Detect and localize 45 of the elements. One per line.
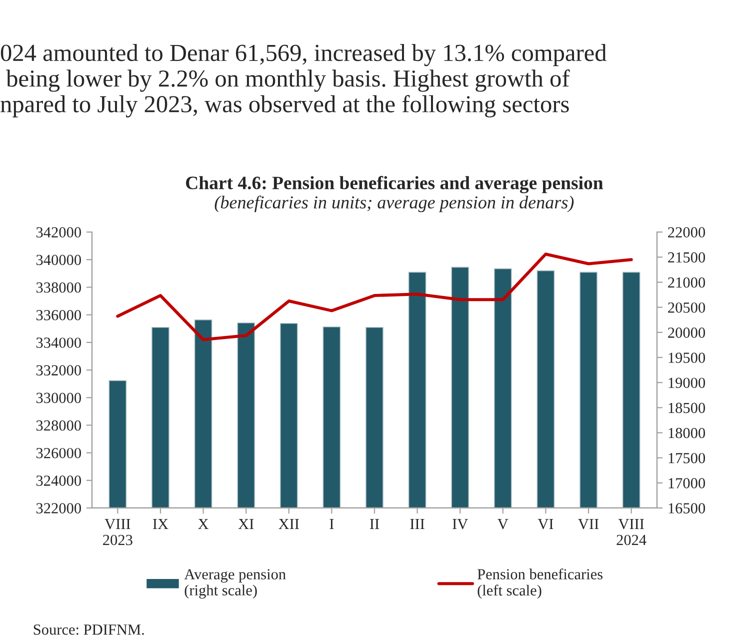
y2-tick-label: 20500 [668, 302, 706, 313]
x-tick-label: VII [578, 519, 599, 530]
text: 024 amounted to Denar 61,569, increased by 13.1% compared [0, 44, 606, 66]
y-tick-label: 330000 [36, 392, 81, 404]
x-tick-label: X [198, 519, 209, 530]
x-tick-label: V [498, 519, 508, 530]
text: npared to July 2023, was observed at the following sectors [0, 95, 569, 118]
y2-tick-label: 19000 [668, 378, 706, 388]
x-tick-label: II [370, 519, 380, 530]
x-tick-label: XII [278, 519, 299, 530]
line-series [116, 252, 633, 342]
y-tick-label: 340000 [36, 254, 81, 266]
y2-tick-label: 21500 [668, 252, 706, 263]
chart-subtitle: (beneficaries in units; average pension in denars) [214, 196, 574, 212]
y-tick-label: 328000 [36, 420, 81, 431]
y-tick-label: 338000 [36, 282, 81, 293]
text: being lower by 2.2% on monthly basis. Highest growth of [6, 69, 570, 92]
legend-label: Pension beneficaries (left scale) [477, 568, 602, 599]
chart-title: Chart 4.6: Pension beneficaries and average pension [186, 176, 604, 194]
x-tick-label: IX [152, 519, 168, 530]
x-tick-label: VI [538, 519, 554, 530]
y2-tick-label: 19500 [668, 352, 706, 363]
legend-label: Average pension (right scale) [184, 569, 286, 599]
y2-tick-label: 21000 [668, 277, 706, 288]
y2-tick-label: 18000 [668, 428, 706, 438]
y-tick-label: 332000 [36, 365, 81, 376]
y2-tick-label: 16500 [668, 503, 706, 514]
y-tick-label: 324000 [36, 476, 81, 486]
x-tick-label: VIII 2024 [616, 519, 646, 546]
y-tick-label: 326000 [36, 448, 81, 458]
y-tick-label: 342000 [36, 227, 81, 238]
y2-tick-label: 20000 [668, 328, 706, 338]
x-tick-label: I [330, 519, 334, 530]
x-tick-label: XI [238, 519, 254, 530]
y2-tick-label: 17000 [668, 478, 706, 488]
source-note: Source: PDIFNM. [34, 624, 144, 635]
y-tick-label: 336000 [36, 310, 81, 320]
y2-tick-label: 18500 [668, 402, 706, 414]
y2-tick-label: 22000 [668, 227, 706, 238]
x-tick-label: VIII 2023 [103, 519, 132, 546]
y-tick-label: 322000 [36, 503, 81, 514]
x-tick-label: IV [452, 519, 468, 530]
y-tick-label: 334000 [36, 338, 81, 348]
x-tick-label: III [410, 519, 424, 530]
y2-tick-label: 17500 [668, 452, 706, 464]
